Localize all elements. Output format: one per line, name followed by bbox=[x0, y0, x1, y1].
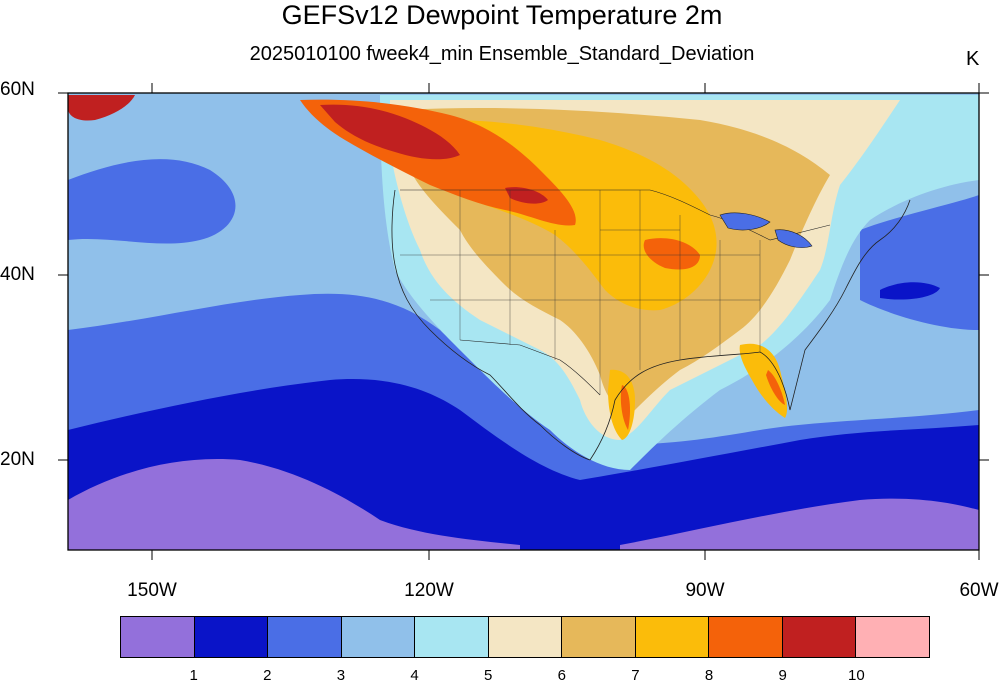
coastline-west bbox=[391, 189, 591, 461]
map-panel bbox=[58, 83, 989, 560]
units-label: K bbox=[966, 48, 980, 70]
colorbar-box bbox=[635, 617, 710, 657]
axis-ticks bbox=[58, 83, 989, 560]
colorbar-tick-label: 1 bbox=[189, 667, 198, 684]
lon-label-90w: 90W bbox=[685, 580, 725, 601]
colorbar-tick-label: 2 bbox=[263, 667, 272, 684]
colorbar-box bbox=[488, 617, 563, 657]
colorbar-tick-label: 7 bbox=[631, 667, 640, 684]
lon-label-150w: 150W bbox=[127, 580, 177, 601]
field-blue-north-pacific bbox=[68, 159, 236, 244]
map-frame bbox=[67, 92, 980, 551]
great-lakes bbox=[719, 212, 813, 248]
colorbar-tick-label: 3 bbox=[336, 667, 346, 684]
colorbar-tick-label: 4 bbox=[410, 667, 419, 684]
colorbar-box bbox=[856, 617, 930, 657]
border-us-mexico bbox=[459, 339, 601, 396]
lon-label-120w: 120W bbox=[404, 580, 454, 601]
state-lines bbox=[400, 190, 761, 395]
colorbar-box bbox=[194, 617, 269, 657]
field-darkorange-iowa bbox=[643, 238, 700, 270]
lat-label-40n: 40N bbox=[0, 264, 35, 285]
coastline-gulf bbox=[589, 199, 911, 461]
colorbar bbox=[120, 616, 930, 658]
field-red-dakota bbox=[505, 187, 548, 204]
colorbar-tick-label: 5 bbox=[484, 667, 493, 684]
lat-label-20n: 20N bbox=[0, 449, 35, 470]
field-darkorange-florida bbox=[766, 370, 785, 405]
colorbar-tick-label: 6 bbox=[557, 667, 566, 684]
colorbar-box bbox=[709, 617, 783, 657]
colorbar-box bbox=[782, 617, 857, 657]
lon-label-60w: 60W bbox=[959, 580, 999, 601]
chart-title: GEFSv12 Dewpoint Temperature 2m bbox=[281, 0, 723, 30]
colorbar-box bbox=[341, 617, 416, 657]
field-orange-florida bbox=[739, 343, 788, 418]
field-purple-east bbox=[620, 498, 979, 550]
field-purple-band bbox=[68, 459, 520, 550]
field-darkorange-texas bbox=[620, 385, 630, 430]
colorbar-box bbox=[415, 617, 489, 657]
lat-label-60n: 60N bbox=[0, 79, 35, 100]
colorbar-tick-label: 9 bbox=[778, 667, 787, 684]
field-darkblue-atlantic bbox=[880, 282, 940, 300]
colorbar-box bbox=[268, 617, 342, 657]
colorbar-box bbox=[562, 617, 636, 657]
chart-subtitle: 2025010100 fweek4_min Ensemble_Standard_… bbox=[249, 43, 755, 65]
colorbar-tick-label: 8 bbox=[704, 667, 714, 684]
field-red-alaska bbox=[68, 95, 135, 121]
colorbar-box bbox=[121, 617, 195, 657]
colorbar-tick-label: 10 bbox=[848, 667, 865, 684]
field-red-canada bbox=[320, 104, 460, 160]
